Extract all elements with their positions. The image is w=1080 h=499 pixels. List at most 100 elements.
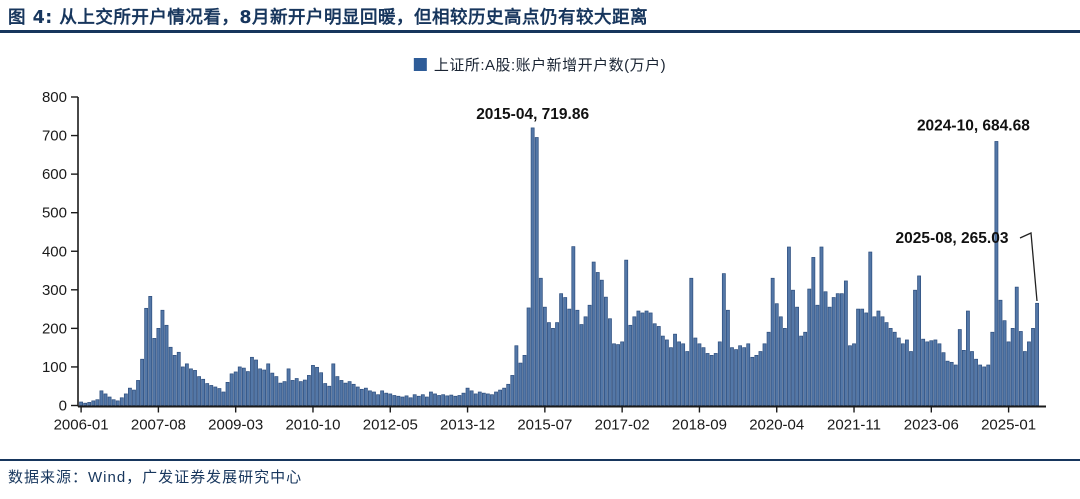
bar [738, 345, 743, 406]
bar [518, 362, 523, 406]
bar [709, 355, 714, 406]
bar [266, 363, 271, 406]
bar [876, 310, 881, 406]
bar [673, 333, 677, 406]
bar [119, 397, 124, 406]
bar [636, 310, 641, 406]
legend-series-label: 上证所:A股:账户新增开户数(万户) [433, 57, 667, 74]
x-tick-label: 2010-10 [285, 417, 340, 434]
bar [193, 370, 197, 406]
bar [827, 306, 832, 406]
bar [258, 368, 262, 406]
bar [624, 259, 629, 406]
bar [115, 400, 120, 406]
bar [420, 394, 425, 406]
bar [384, 392, 389, 406]
bar [559, 293, 564, 406]
bar [189, 368, 193, 406]
bar [449, 394, 454, 406]
bar [278, 382, 283, 406]
bar [437, 395, 441, 406]
bar [294, 378, 299, 406]
bar [355, 386, 360, 406]
bar [787, 246, 791, 406]
bar [408, 397, 413, 406]
bar [128, 387, 132, 406]
bar [331, 363, 336, 406]
bar [87, 402, 92, 406]
bar [685, 351, 690, 406]
bar [726, 309, 730, 406]
bar [839, 293, 844, 406]
bar [567, 308, 572, 406]
bar [587, 304, 592, 406]
bar [966, 310, 970, 406]
bar [888, 328, 893, 406]
bar [811, 257, 816, 406]
bar [1014, 286, 1019, 406]
bar [803, 331, 808, 406]
bar [697, 343, 702, 406]
bar [713, 353, 718, 406]
bar [648, 312, 653, 406]
bar [400, 396, 405, 406]
bar [156, 328, 161, 406]
bar [319, 372, 324, 406]
bar [669, 347, 673, 406]
bar [339, 380, 344, 406]
annotation-label: 2024-10, 684.68 [917, 117, 1030, 134]
bar [498, 389, 503, 406]
bar [766, 331, 771, 406]
bar [534, 137, 539, 406]
bar [144, 307, 149, 406]
bar [591, 261, 596, 406]
bar [140, 358, 145, 406]
bar [327, 385, 332, 406]
bar [917, 275, 922, 406]
bar [286, 368, 291, 406]
bar [205, 383, 210, 406]
x-tick-label: 2021-11 [827, 417, 881, 434]
bar [583, 316, 588, 406]
bar [1027, 341, 1031, 406]
bar [782, 328, 787, 406]
bar [307, 375, 311, 406]
bar [465, 387, 470, 406]
bar [701, 347, 706, 406]
bar [473, 393, 478, 406]
bar [229, 373, 234, 406]
bar [201, 378, 206, 406]
bar [730, 347, 734, 406]
annotation-label: 2025-08, 265.03 [896, 230, 1009, 247]
bar [953, 364, 958, 406]
bar [217, 388, 222, 406]
bar [282, 381, 287, 406]
x-tick-label: 2018-09 [672, 417, 727, 434]
bar [111, 399, 116, 406]
y-tick-label: 300 [42, 282, 67, 299]
y-tick-label: 400 [42, 243, 67, 260]
bar [457, 395, 462, 406]
bar [83, 402, 88, 406]
bar [742, 347, 747, 406]
bar [660, 335, 665, 406]
bar [514, 345, 519, 406]
bar [132, 389, 136, 406]
bar [368, 390, 372, 406]
bar [343, 382, 348, 406]
bar [506, 383, 511, 406]
x-tick-label: 2009-03 [208, 417, 263, 434]
x-tick-label: 2025-01 [981, 417, 1036, 434]
bar [91, 400, 96, 406]
bar [848, 345, 852, 406]
bar [689, 277, 694, 406]
bar [791, 289, 795, 406]
bar [323, 383, 328, 406]
bar [453, 395, 458, 406]
bar [160, 309, 165, 406]
bar [717, 341, 722, 406]
bar [823, 291, 828, 406]
